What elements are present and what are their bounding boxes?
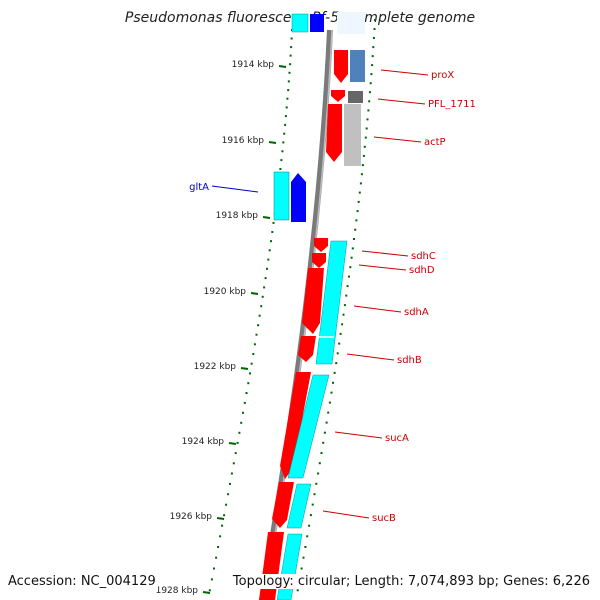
scale-tick-label: 1916 kbp — [222, 136, 265, 146]
summary-text: Topology: circular; Length: 7,074,893 bp… — [230, 574, 592, 589]
gene-label-suca[interactable]: sucA — [385, 433, 409, 444]
scale-tick-label: 1918 kbp — [216, 211, 259, 221]
gene-sdha-cds[interactable] — [302, 268, 324, 334]
scale-tick-mark — [228, 442, 237, 445]
leader-line-sdhc — [361, 250, 409, 257]
scale-tick-label: 1928 kbp — [156, 586, 199, 596]
gene-labels: proX PFL_1711 actP gltA sdhC sdhD sdhA sdhB sucA… — [189, 69, 476, 524]
gene-sdhd-cds[interactable] — [312, 253, 326, 268]
gene-pfl1711-cds[interactable] — [331, 90, 345, 102]
leader-line-prox — [380, 69, 429, 76]
feature-blocks — [259, 12, 365, 600]
scale-tick-label: 1920 kbp — [204, 287, 247, 297]
scale-tick-mark — [202, 591, 211, 594]
scale-tick-mark — [250, 292, 259, 295]
scale-ticks: 1914 kbp 1916 kbp 1918 kbp 1920 kbp 1922 kbp… — [156, 60, 287, 596]
scale-tick-mark — [268, 141, 277, 144]
gene-pfl1711-feature[interactable] — [348, 91, 363, 103]
gene-suca-cds[interactable] — [280, 372, 311, 479]
gene-actp-cds[interactable] — [326, 104, 342, 162]
dotted-guide-inner — [208, 29, 293, 592]
leader-line-suca — [334, 431, 383, 439]
gene-sdhb-cds[interactable] — [298, 336, 316, 362]
dotted-guide-outer — [296, 19, 376, 592]
leader-line-glta — [211, 185, 259, 193]
feature-top-pale[interactable] — [337, 12, 365, 34]
gene-label-prox[interactable]: proX — [431, 70, 454, 81]
gene-label-sdhc[interactable]: sdhC — [411, 251, 436, 262]
gene-sdhc-cds[interactable] — [314, 238, 328, 252]
accession-text: Accession: NC_004129 — [6, 574, 158, 589]
gene-glta-cds[interactable] — [291, 173, 306, 222]
gene-sdh-operon-feature[interactable] — [315, 240, 348, 365]
leader-line-actp — [373, 136, 422, 143]
gene-sucb-cds[interactable] — [272, 482, 294, 528]
gene-actp-feature[interactable] — [344, 104, 361, 166]
gene-label-glta[interactable]: gltA — [189, 182, 209, 193]
gene-prox-cds[interactable] — [334, 50, 348, 83]
scale-tick-mark — [240, 367, 249, 370]
leader-line-sdhb — [346, 353, 395, 361]
gene-sucb-feature[interactable] — [286, 483, 312, 529]
feature-top-blue[interactable] — [310, 14, 324, 32]
leader-line-sdha — [353, 305, 402, 313]
scale-tick-label: 1924 kbp — [182, 437, 225, 447]
leader-line-sucb — [322, 510, 370, 519]
leader-line-sdhd — [358, 264, 407, 271]
gene-label-sdhb[interactable]: sdhB — [397, 355, 422, 366]
feature-top-cyan[interactable] — [291, 13, 309, 33]
scale-tick-label: 1922 kbp — [194, 362, 237, 372]
leader-line-pfl1711 — [377, 98, 426, 105]
scale-tick-label: 1926 kbp — [170, 512, 213, 522]
gene-label-sdhd[interactable]: sdhD — [409, 265, 435, 276]
scale-tick-label: 1914 kbp — [232, 60, 275, 70]
dotted-guides — [208, 19, 376, 592]
gene-suca-feature[interactable] — [287, 374, 330, 479]
gene-prox-feature[interactable] — [350, 50, 365, 82]
gene-glta-feature[interactable] — [273, 171, 290, 221]
scale-tick-mark — [262, 216, 271, 219]
gene-label-pfl1711[interactable]: PFL_1711 — [428, 99, 476, 110]
scale-tick-mark — [216, 517, 225, 520]
gene-label-actp[interactable]: actP — [424, 137, 446, 148]
gene-label-sdha[interactable]: sdhA — [404, 307, 429, 318]
scale-tick-mark — [278, 65, 287, 68]
gene-label-sucb[interactable]: sucB — [372, 513, 396, 524]
